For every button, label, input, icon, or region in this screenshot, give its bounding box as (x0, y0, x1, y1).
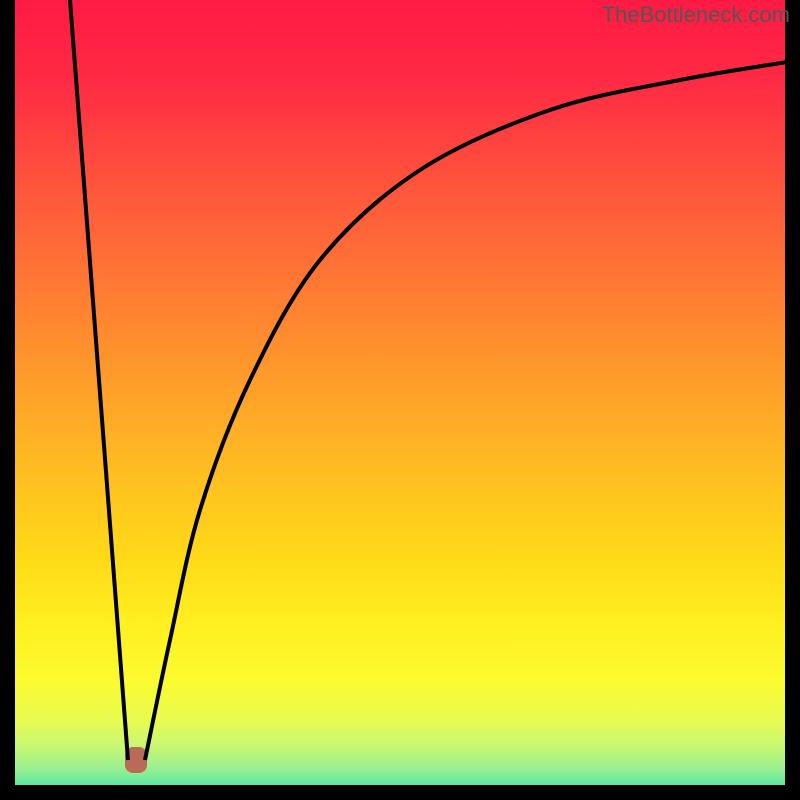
chart-curves (0, 0, 800, 800)
curve-left-branch (70, 0, 128, 760)
chart-container: TheBottleneck.com (0, 0, 800, 800)
watermark-text: TheBottleneck.com (602, 2, 790, 28)
curve-right-branch (145, 60, 800, 760)
